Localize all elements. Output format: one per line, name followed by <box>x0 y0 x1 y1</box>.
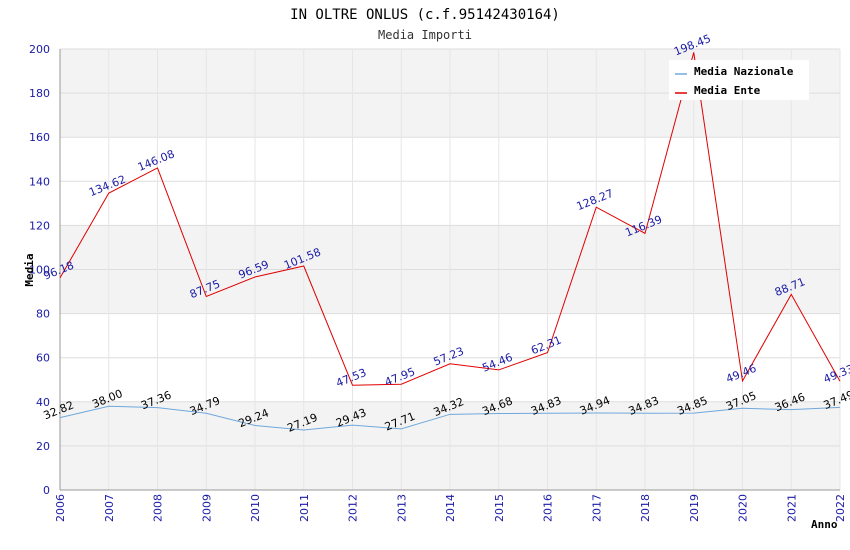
x-tick-label: 2021 <box>785 494 798 522</box>
y-tick-label: 200 <box>29 43 50 56</box>
x-tick-label: 2019 <box>688 494 701 522</box>
y-tick-label: 80 <box>36 308 50 321</box>
series-line-media-ente <box>59 52 841 386</box>
legend-label-media-nazionale: Media Nazionale <box>694 65 794 78</box>
y-tick-labels: 0 20 40 60 80 100 120 140 160 180 200 <box>29 43 50 497</box>
x-tick-label: 2018 <box>639 494 652 522</box>
x-axis-label: Anno <box>811 518 838 531</box>
y-tick-label: 180 <box>29 87 50 100</box>
x-tick-label: 2012 <box>347 494 360 522</box>
y-tick-label: 20 <box>36 440 50 453</box>
x-tick-label: 2016 <box>542 494 555 522</box>
x-tick-labels: 2006 2007 2008 2009 2010 2011 2012 2013 2014 2015… <box>54 494 847 522</box>
y-tick-label: 0 <box>43 484 50 497</box>
legend-label-media-ente: Media Ente <box>694 84 761 97</box>
legend-box <box>669 60 809 100</box>
x-tick-label: 2011 <box>298 494 311 522</box>
x-tick-label: 2013 <box>395 494 408 522</box>
y-tick-label: 60 <box>36 352 50 365</box>
x-tick-label: 2022 <box>834 494 847 522</box>
series-lines <box>59 52 841 431</box>
y-tick-label: 100 <box>29 264 50 277</box>
x-tick-label: 2010 <box>249 494 262 522</box>
x-tick-label: 2020 <box>737 494 750 522</box>
y-tick-label: 40 <box>36 396 50 409</box>
legend: Media Nazionale Media Ente <box>669 60 809 100</box>
y-tick-label: 140 <box>29 175 50 188</box>
chart-title: IN OLTRE ONLUS (c.f.95142430164) <box>290 7 560 23</box>
x-tick-label: 2017 <box>590 494 603 522</box>
y-tick-label: 120 <box>29 219 50 232</box>
x-tick-label: 2006 <box>54 494 67 522</box>
x-tick-label: 2015 <box>493 494 506 522</box>
y-tick-label: 160 <box>29 131 50 144</box>
axes <box>59 49 840 491</box>
x-tick-label: 2009 <box>200 494 213 522</box>
x-tick-label: 2008 <box>152 494 165 522</box>
series-line-media-nazionale <box>59 405 841 431</box>
y-axis-label: Media <box>23 253 36 286</box>
x-tick-label: 2007 <box>103 494 116 522</box>
x-tick-label: 2014 <box>444 494 457 522</box>
chart-subtitle: Media Importi <box>378 28 472 42</box>
